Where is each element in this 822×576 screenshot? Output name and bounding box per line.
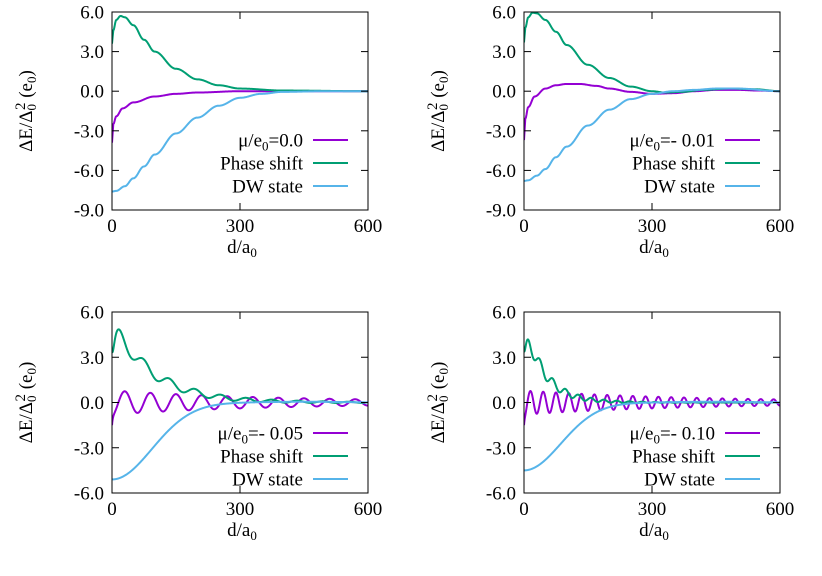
x-axis-label: d/a0	[639, 237, 669, 260]
y-axis-label: ΔE/Δ02 (e0)	[425, 362, 451, 444]
x-axis-label: d/a0	[639, 520, 669, 543]
legend-label: μ/e0=- 0.05	[218, 424, 303, 447]
series-line-blue	[524, 400, 780, 472]
y-tick-label: -6.0	[74, 484, 104, 505]
series-line-green	[524, 12, 780, 94]
y-tick-label: -6.0	[486, 161, 516, 182]
y-tick-label: -3.0	[74, 438, 104, 459]
series-line-green	[524, 338, 780, 404]
y-axis-label: ΔE/Δ02 (e0)	[425, 70, 451, 152]
y-tick-label: -6.0	[486, 484, 516, 505]
y-axis-label: ΔE/Δ02 (e0)	[13, 70, 39, 152]
y-tick-label: 0.0	[492, 393, 516, 414]
legend-label: Phase shift	[220, 154, 304, 175]
legend-label: DW state	[232, 177, 303, 198]
x-tick-label: 0	[519, 216, 529, 237]
x-tick-label: 600	[354, 499, 383, 520]
legend-label: μ/e0=- 0.01	[630, 131, 715, 154]
series-line-purple	[524, 390, 780, 426]
x-tick-label: 0	[107, 499, 117, 520]
y-tick-label: -9.0	[74, 201, 104, 222]
legend-label: DW state	[644, 177, 715, 198]
legend-label: μ/e0=- 0.10	[630, 424, 715, 447]
legend-label: Phase shift	[632, 154, 716, 175]
series-line-blue	[112, 90, 368, 193]
y-tick-label: 6.0	[492, 303, 516, 324]
y-tick-label: 3.0	[80, 348, 104, 369]
y-tick-label: -6.0	[74, 161, 104, 182]
y-axis-label: ΔE/Δ02 (e0)	[13, 362, 39, 444]
series-line-purple	[112, 390, 368, 426]
x-tick-label: 600	[354, 216, 383, 237]
y-tick-label: 6.0	[80, 303, 104, 324]
x-tick-label: 600	[766, 499, 795, 520]
y-tick-label: -3.0	[74, 121, 104, 142]
y-tick-label: 0.0	[80, 393, 104, 414]
x-axis-label: d/a0	[227, 237, 257, 260]
y-tick-label: 6.0	[80, 3, 104, 24]
y-tick-label: -3.0	[486, 438, 516, 459]
chart-panel-2: -9.0 -6.0 -3.0 0.0 3.0 6.0 0 300 600 d/a0 ΔE/Δ02 (…	[425, 3, 794, 260]
y-tick-label: 0.0	[492, 82, 516, 103]
legend-label: Phase shift	[220, 447, 304, 468]
chart-panel-1: -9.0 -6.0 -3.0 0.0 3.0 6.0 0 300 600 d/a0 ΔE/Δ02 (…	[13, 3, 382, 260]
y-tick-label: 6.0	[492, 3, 516, 24]
y-tick-label: 3.0	[80, 42, 104, 63]
x-tick-label: 300	[638, 216, 667, 237]
legend-label: DW state	[644, 470, 715, 491]
x-tick-label: 600	[766, 216, 795, 237]
y-tick-label: 3.0	[492, 348, 516, 369]
series-line-blue	[112, 400, 368, 481]
x-tick-label: 300	[638, 499, 667, 520]
legend-label: DW state	[232, 470, 303, 491]
chart-panel-3: -6.0 -3.0 0.0 3.0 6.0 0 300 600 d/a0 ΔE/Δ02 (e0) μ…	[13, 303, 382, 543]
x-tick-label: 300	[226, 499, 255, 520]
series-line-blue	[524, 87, 780, 182]
y-tick-label: -9.0	[486, 201, 516, 222]
y-tick-label: -3.0	[486, 121, 516, 142]
x-tick-label: 0	[107, 216, 117, 237]
chart-panel-4: -6.0 -3.0 0.0 3.0 6.0 0 300 600 d/a0 ΔE/Δ02 (e0) μ…	[425, 303, 794, 543]
y-tick-label: 0.0	[80, 82, 104, 103]
x-tick-label: 0	[519, 499, 529, 520]
legend-label: Phase shift	[632, 447, 716, 468]
x-tick-label: 300	[226, 216, 255, 237]
y-tick-label: 3.0	[492, 42, 516, 63]
series-line-green	[112, 14, 368, 93]
x-axis-label: d/a0	[227, 520, 257, 543]
legend-label: μ/e0=0.0	[238, 131, 303, 154]
